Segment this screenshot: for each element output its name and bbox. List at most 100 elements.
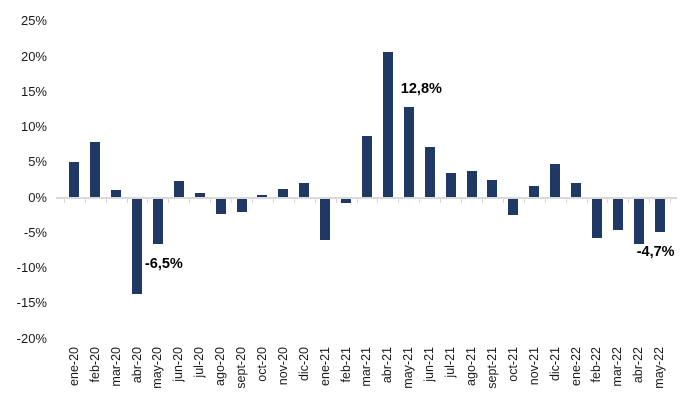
- axis-tick: [126, 197, 128, 204]
- x-axis-tick-label: ene-22: [568, 346, 583, 386]
- x-axis-tick-label: dic-21: [547, 346, 562, 381]
- axis-tick: [419, 197, 421, 204]
- axis-tick: [377, 197, 379, 204]
- bar-dic-20: [299, 182, 310, 198]
- x-axis-tick-label: abr-20: [129, 346, 144, 383]
- x-axis-tick-label: may-22: [652, 346, 667, 389]
- bar-ene-22: [571, 182, 582, 198]
- axis-tick: [168, 197, 170, 204]
- x-axis-tick-label: sept-21: [484, 346, 499, 389]
- y-axis-tick-label: -5%: [23, 224, 47, 240]
- axis-tick: [105, 197, 107, 204]
- x-axis-tick-label: feb-20: [87, 346, 102, 382]
- axis-tick: [670, 197, 672, 204]
- x-axis-tick-label: jun-20: [171, 346, 186, 382]
- bar-jun-21: [424, 146, 435, 198]
- axis-tick: [272, 197, 274, 204]
- data-label: -4,7%: [636, 243, 675, 260]
- bar-jul-21: [445, 173, 456, 198]
- bar-ene-20: [69, 161, 80, 198]
- axis-tick: [586, 197, 588, 204]
- x-axis-tick-label: may-20: [150, 346, 165, 389]
- bar-may-21: [403, 107, 414, 198]
- axis-tick: [565, 197, 567, 204]
- bar-sept-21: [487, 180, 498, 198]
- y-axis-tick-label: -10%: [16, 260, 47, 276]
- y-axis-tick-label: 5%: [28, 154, 47, 170]
- bar-feb-20: [90, 141, 101, 198]
- bar-feb-21: [341, 198, 352, 203]
- x-axis-tick-label: abr-22: [631, 346, 646, 383]
- axis-tick: [356, 197, 358, 204]
- axis-tick: [147, 197, 149, 204]
- axis-tick: [628, 197, 630, 204]
- x-axis-tick-label: ago-20: [213, 346, 228, 386]
- axis-tick: [231, 197, 233, 204]
- x-axis-tick-label: jul-20: [192, 346, 207, 378]
- bar-abr-20: [132, 198, 143, 295]
- bar-ago-21: [466, 170, 477, 198]
- bar-jul-20: [194, 193, 205, 198]
- x-axis-tick-label: abr-21: [380, 346, 395, 383]
- data-label: -6,5%: [144, 255, 183, 272]
- x-axis-tick-label: mar-20: [108, 346, 123, 387]
- axis-tick: [440, 197, 442, 204]
- data-label: 12,8%: [400, 81, 442, 98]
- x-axis-tick-label: sept-20: [234, 346, 249, 389]
- bar-nov-21: [529, 186, 540, 198]
- bar-oct-20: [257, 194, 268, 198]
- axis-tick: [398, 197, 400, 204]
- bar-sept-20: [236, 198, 247, 212]
- x-axis-tick-label: ene-20: [66, 346, 81, 386]
- x-axis-tick-label: mar-21: [359, 346, 374, 387]
- x-axis-line: [55, 196, 677, 199]
- bar-abr-22: [633, 198, 644, 244]
- axis-tick: [544, 197, 546, 204]
- axis-tick: [293, 197, 295, 204]
- x-axis-tick-label: nov-21: [526, 346, 541, 385]
- axis-tick: [523, 197, 525, 204]
- axis-tick: [63, 197, 65, 204]
- y-axis-tick-label: 25%: [20, 13, 47, 29]
- axis-tick: [189, 197, 191, 204]
- axis-tick: [335, 197, 337, 204]
- x-axis-tick-label: mar-22: [610, 346, 625, 387]
- axis-tick: [461, 197, 463, 204]
- bar-jun-20: [173, 180, 184, 198]
- y-axis-tick-label: 20%: [20, 48, 47, 64]
- axis-tick: [502, 197, 504, 204]
- axis-tick: [649, 197, 651, 204]
- y-axis-tick-label: 10%: [20, 119, 47, 135]
- axis-tick: [252, 197, 253, 204]
- y-axis-tick-label: -20%: [16, 330, 47, 346]
- x-axis-tick-label: nov-20: [275, 346, 290, 385]
- y-axis-tick-label: 0%: [28, 189, 47, 205]
- y-axis-tick-label: 15%: [20, 83, 47, 99]
- bar-mar-22: [612, 198, 623, 231]
- bar-mar-20: [111, 189, 122, 198]
- axis-tick: [84, 197, 86, 204]
- x-axis-tick-label: feb-21: [338, 346, 353, 382]
- bar-dic-21: [550, 163, 561, 198]
- bar-oct-21: [508, 198, 519, 216]
- axis-tick: [210, 197, 212, 204]
- bar-ene-21: [320, 198, 331, 241]
- bar-feb-22: [591, 198, 602, 238]
- y-axis-tick-label: -15%: [16, 295, 47, 311]
- bar-mar-21: [361, 135, 372, 198]
- x-axis-tick-label: dic-20: [296, 346, 311, 381]
- x-axis-tick-label: ene-21: [317, 346, 332, 386]
- x-axis-tick-label: oct-20: [254, 346, 269, 382]
- axis-tick: [314, 197, 316, 204]
- bar-abr-21: [382, 52, 393, 198]
- x-axis-tick-label: may-21: [401, 346, 416, 389]
- x-axis-tick-label: jul-21: [443, 346, 458, 378]
- x-axis-tick-label: ago-21: [464, 346, 479, 386]
- x-axis-tick-label: jun-21: [422, 346, 437, 382]
- x-axis-tick-label: feb-22: [589, 346, 604, 382]
- bar-may-22: [654, 198, 665, 232]
- bar-ago-20: [215, 198, 226, 215]
- bar-nov-20: [278, 188, 289, 198]
- axis-tick: [607, 197, 609, 204]
